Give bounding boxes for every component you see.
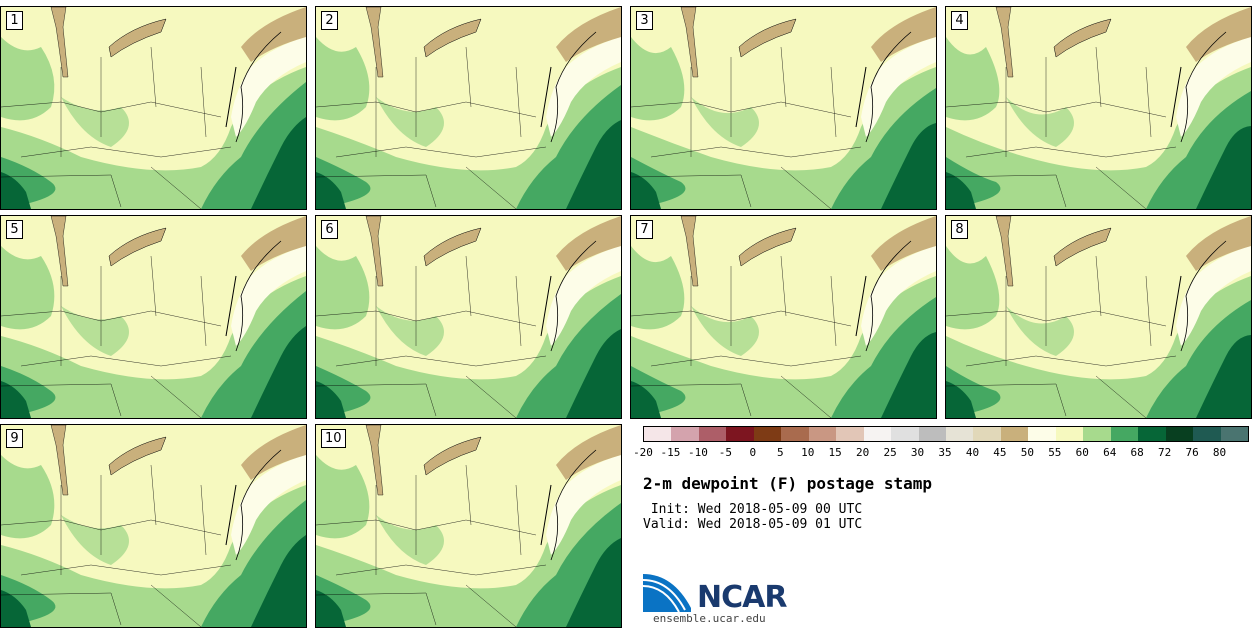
ncar-logo-text: NCAR [697, 580, 787, 615]
panel-number: 2 [321, 11, 338, 30]
panel-number: 6 [321, 220, 338, 239]
panel-number: 10 [321, 429, 346, 448]
colorbar-swatch [1193, 427, 1221, 441]
colorbar-tick-label: -20 [633, 446, 653, 459]
colorbar-swatch [1028, 427, 1056, 441]
colorbar-tick-label: 60 [1075, 446, 1089, 459]
colorbar-swatch [698, 427, 727, 441]
map-panel: 10 [315, 424, 622, 628]
colorbar-swatch [726, 427, 754, 441]
colorbar-tick-label: 64 [1103, 446, 1117, 459]
colorbar-tick-label: 68 [1130, 446, 1144, 459]
dewpoint-map [1, 7, 306, 209]
panel-number: 4 [951, 11, 968, 30]
colorbar-swatch [1138, 427, 1166, 441]
colorbar-swatch [644, 427, 672, 441]
colorbar-tick-label: -5 [718, 446, 732, 459]
colorbar-tick-label: 30 [910, 446, 925, 459]
dewpoint-map [316, 216, 621, 418]
panel-number: 9 [6, 429, 23, 448]
ncar-logo-icon [643, 574, 691, 612]
colorbar-swatch [918, 427, 946, 441]
colorbar-swatch [1083, 427, 1111, 441]
colorbar-swatch [863, 427, 892, 441]
colorbar-tick-label: -15 [660, 446, 681, 459]
chart-title: 2-m dewpoint (F) postage stamp [643, 474, 932, 493]
dewpoint-map [1, 216, 306, 418]
colorbar-tick-label: 45 [993, 446, 1007, 459]
colorbar-ticks: -20 -15 -10 -5 0 5 10 15 20 25 30 35 40 45 50 55 60 64 68 7… [633, 446, 1247, 460]
dewpoint-map [1, 425, 306, 627]
colorbar-tick-label: 50 [1020, 446, 1034, 459]
panel-number: 3 [636, 11, 653, 30]
panel-number: 5 [6, 220, 23, 239]
map-panel: 1 [0, 6, 307, 210]
valid-time: Valid: Wed 2018-05-09 01 UTC [643, 517, 863, 532]
colorbar-tick-label: 20 [856, 446, 870, 459]
dewpoint-map [316, 425, 621, 627]
map-panel: 3 [630, 6, 937, 210]
colorbar-swatch [1110, 427, 1139, 441]
colorbar-swatch [753, 427, 782, 441]
site-url: ensemble.ucar.edu [653, 612, 766, 625]
colorbar-tick-label: 76 [1185, 446, 1199, 459]
colorbar-swatch [1165, 427, 1194, 441]
colorbar-tick-label: 72 [1158, 446, 1172, 459]
colorbar-swatch [945, 427, 974, 441]
dewpoint-map [946, 216, 1251, 418]
map-panel: 5 [0, 215, 307, 419]
map-panel: 2 [315, 6, 622, 210]
dewpoint-colorbar [643, 426, 1249, 442]
colorbar-tick-label: 5 [776, 446, 784, 459]
colorbar-tick-label: 0 [749, 446, 757, 459]
colorbar-tick-label: 10 [801, 446, 815, 459]
colorbar-swatch [1220, 427, 1248, 441]
colorbar-swatch [973, 427, 1001, 441]
map-panel: 8 [945, 215, 1252, 419]
map-panel: 9 [0, 424, 307, 628]
map-panel: 4 [945, 6, 1252, 210]
colorbar-swatch [836, 427, 864, 441]
colorbar-swatch [1055, 427, 1084, 441]
dewpoint-map [631, 7, 936, 209]
colorbar-swatch [891, 427, 919, 441]
init-time: Init: Wed 2018-05-09 00 UTC [643, 502, 863, 517]
colorbar-tick-label: -10 [687, 446, 708, 459]
panel-number: 1 [6, 11, 23, 30]
panel-number: 8 [951, 220, 968, 239]
colorbar-swatch [781, 427, 809, 441]
colorbar-swatch [808, 427, 837, 441]
colorbar-tick-label: 40 [965, 446, 980, 459]
colorbar-swatch [671, 427, 699, 441]
dewpoint-map [316, 7, 621, 209]
dewpoint-map [631, 216, 936, 418]
colorbar-tick-label: 80 [1212, 446, 1227, 459]
colorbar-tick-label: 15 [828, 446, 842, 459]
dewpoint-map [946, 7, 1251, 209]
colorbar-swatch [1000, 427, 1029, 441]
colorbar-tick-label: 35 [938, 446, 952, 459]
panel-number: 7 [636, 220, 653, 239]
colorbar-tick-label: 25 [883, 446, 897, 459]
colorbar-tick-label: 55 [1048, 446, 1062, 459]
map-panel: 6 [315, 215, 622, 419]
map-panel: 7 [630, 215, 937, 419]
